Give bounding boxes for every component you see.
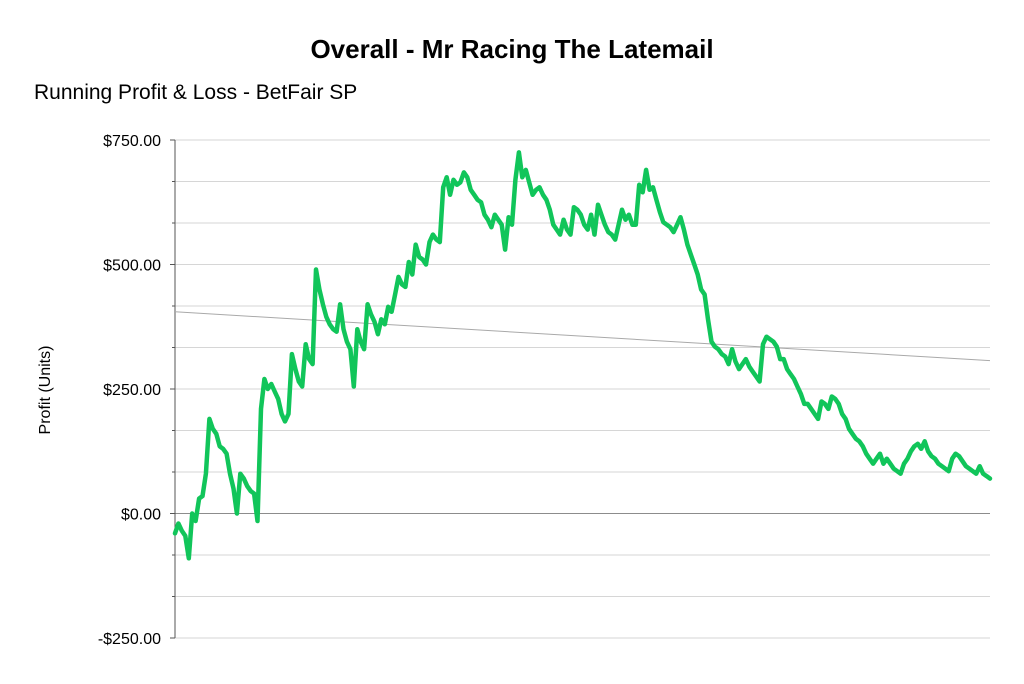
y-tick-label: $500.00 xyxy=(103,258,161,275)
gridlines xyxy=(175,139,990,639)
chart-title: Overall - Mr Racing The Latemail xyxy=(310,34,714,64)
trend-line xyxy=(174,311,991,362)
chart-subtitle: Running Profit & Loss - BetFair SP xyxy=(34,81,358,104)
y-tick-label: $750.00 xyxy=(103,133,161,150)
y-tick-label: $0.00 xyxy=(121,507,161,524)
y-tick-label: $250.00 xyxy=(103,382,161,399)
trendline-group xyxy=(174,311,991,362)
profit-line xyxy=(172,150,993,561)
y-axis: $750.00 $500.00 $250.00 $0.00 -$250.00 xyxy=(98,133,176,648)
series-group xyxy=(172,150,993,561)
y-tick-label: -$250.00 xyxy=(98,631,161,648)
